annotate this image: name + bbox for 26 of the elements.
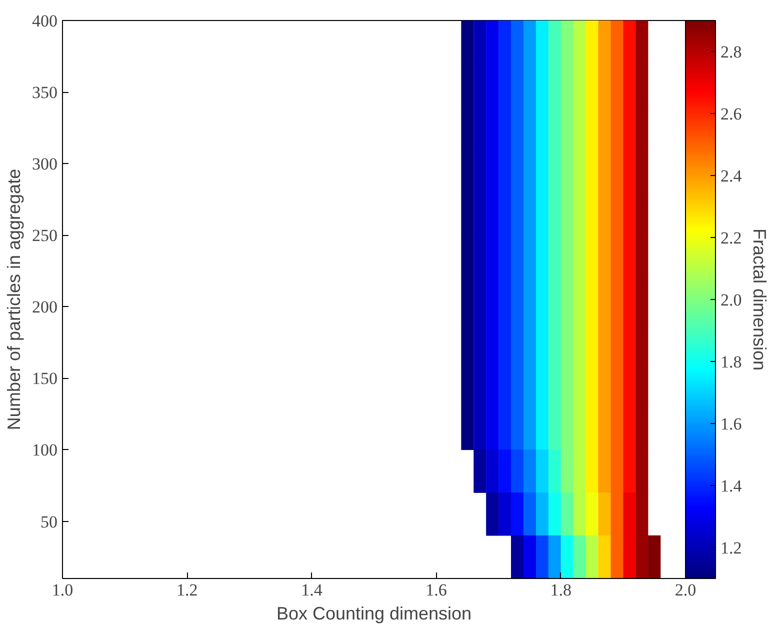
x-tick-label: 1.8 [550, 580, 572, 600]
x-tick-label: 1.0 [52, 580, 74, 600]
color-bar-label: 2.0 [720, 290, 742, 310]
y-tick-label: 350 [32, 83, 58, 102]
y-tick-label: 50 [40, 512, 58, 532]
x-tick-label: 1.2 [176, 580, 198, 600]
y-tick-label: 200 [32, 298, 58, 317]
color-bar-label: 2.2 [720, 228, 742, 248]
y-tick-label: 150 [32, 369, 58, 388]
x-tick-label: 1.4 [301, 580, 323, 600]
y-tick-label: 400 [32, 12, 58, 30]
y-axis-title: Number of particles in aggregate [4, 168, 24, 430]
y-tick-label: 100 [32, 440, 58, 460]
x-axis-title: Box Counting dimension [276, 604, 472, 624]
color-bar-label: 2.6 [720, 104, 742, 124]
x-tick-label: 1.6 [426, 580, 447, 600]
y-tick-label: 250 [32, 226, 58, 246]
color-bar-label: 1.8 [720, 352, 742, 372]
color-bar-label: 2.8 [720, 42, 742, 62]
color-bar-title: Fractal dimension [750, 228, 770, 371]
color-bar-label: 2.4 [720, 166, 742, 186]
color-bar-label: 1.4 [720, 476, 742, 496]
color-bar-label: 1.2 [720, 538, 742, 558]
x-tick-label: 2.0 [674, 580, 696, 600]
color-bar-label: 1.6 [720, 414, 742, 434]
y-tick-label: 300 [32, 154, 58, 174]
